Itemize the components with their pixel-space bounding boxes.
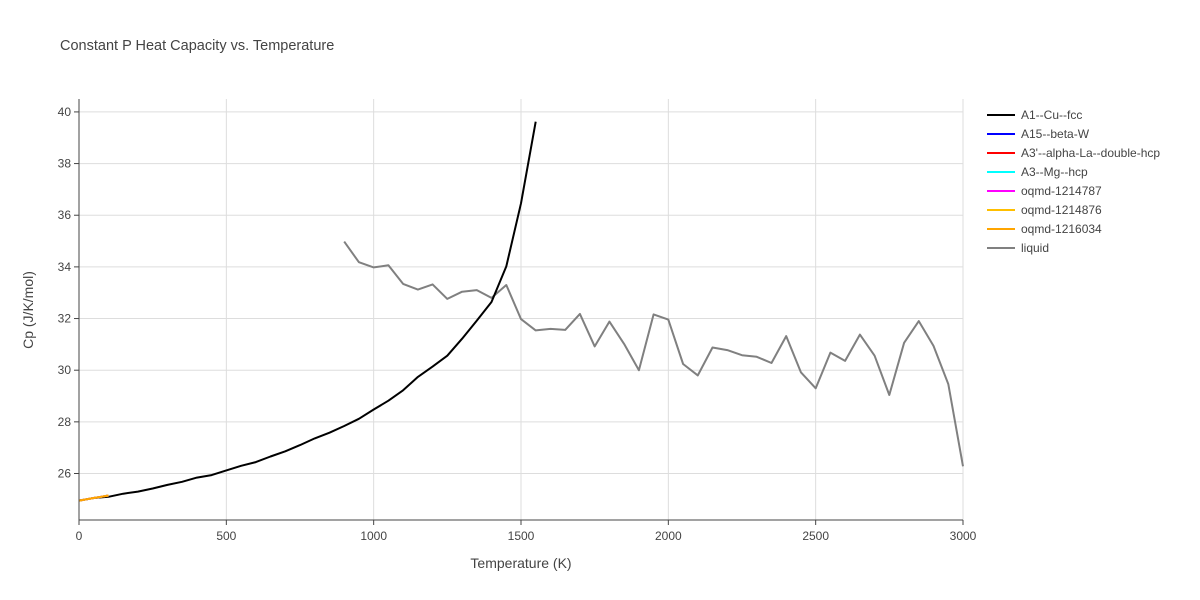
series-line-7 <box>343 241 964 467</box>
y-tick-label: 38 <box>58 157 72 171</box>
chart-title: Constant P Heat Capacity vs. Temperature <box>60 38 334 54</box>
y-tick-label: 32 <box>58 312 72 326</box>
grid-lines <box>79 99 964 520</box>
legend-label: A1--Cu--fcc <box>1021 108 1082 122</box>
y-axis-title: Cp (J/K/mol) <box>20 271 36 349</box>
legend: A1--Cu--fcc A15--beta-W A3'--alpha-La--dou… <box>987 108 1160 255</box>
legend-label: A3--Mg--hcp <box>1021 165 1088 179</box>
x-tick-label: 0 <box>76 529 83 543</box>
y-tick-label: 26 <box>58 467 72 481</box>
series-line-0 <box>78 121 537 502</box>
axes <box>74 99 964 525</box>
y-tick-label: 30 <box>58 363 72 377</box>
legend-label: liquid <box>1021 241 1049 255</box>
legend-label: A3'--alpha-La--double-hcp <box>1021 146 1160 160</box>
x-tick-label: 2500 <box>802 529 829 543</box>
x-tick-label: 500 <box>216 529 236 543</box>
legend-label: oqmd-1216034 <box>1021 222 1102 236</box>
x-axis-title: Temperature (K) <box>470 555 571 571</box>
x-tick-label: 3000 <box>950 529 977 543</box>
series-line-6 <box>78 494 109 502</box>
y-tick-label: 28 <box>58 415 72 429</box>
y-tick-label: 36 <box>58 208 72 222</box>
x-tick-label: 1000 <box>360 529 387 543</box>
x-tick-label: 2000 <box>655 529 682 543</box>
y-tick-label: 40 <box>58 105 72 119</box>
tick-labels: 0 500 1000 1500 2000 2500 3000 26 28 30 32 34 36 38 40 <box>58 105 977 543</box>
plot-series <box>78 121 964 502</box>
x-tick-label: 1500 <box>508 529 535 543</box>
legend-label: oqmd-1214876 <box>1021 203 1102 217</box>
y-tick-label: 34 <box>58 260 72 274</box>
legend-label: A15--beta-W <box>1021 127 1090 141</box>
legend-label: oqmd-1214787 <box>1021 184 1102 198</box>
